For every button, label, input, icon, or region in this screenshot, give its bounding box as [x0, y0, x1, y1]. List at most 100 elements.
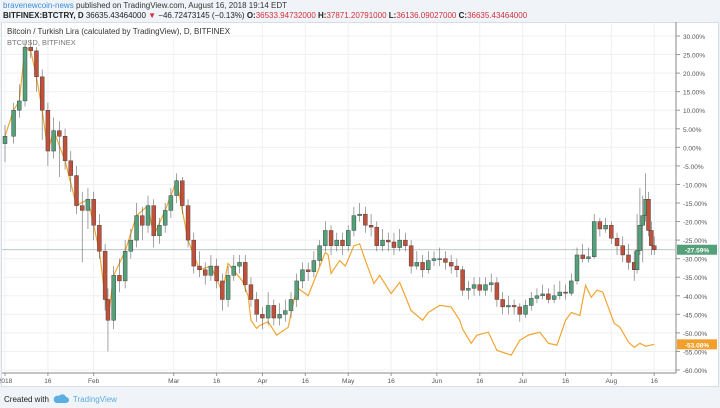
candle-up: [277, 314, 282, 319]
candle-down: [180, 180, 185, 206]
chart-panel[interactable]: [1, 22, 719, 387]
compare-series-legend: BTCUSD, BITFINEX: [7, 38, 76, 47]
candle-up: [265, 305, 271, 319]
y-tick-label: -40.00%: [683, 294, 707, 301]
candle-down: [80, 205, 85, 211]
candle-down: [91, 199, 96, 226]
main-series-legend: Bitcoin / Turkish Lira (calculated by Tr…: [7, 27, 231, 36]
candle-up: [85, 199, 91, 211]
author-link[interactable]: bravenewcoin-news: [3, 1, 74, 10]
candle-down: [614, 238, 620, 246]
candle-down: [517, 306, 522, 315]
btcusd-line: [4, 46, 655, 356]
candle-up: [534, 295, 540, 299]
candle-down: [243, 262, 248, 285]
candle-down: [420, 262, 425, 270]
x-tick-label: 16: [302, 378, 310, 385]
y-tick-label: -60.00%: [683, 368, 707, 375]
candle-down: [403, 239, 408, 246]
candle-up: [145, 205, 151, 226]
candle-up: [586, 256, 591, 259]
candle-up: [111, 275, 116, 321]
candle-down: [448, 262, 454, 267]
low-value: 36136.09027000: [396, 11, 457, 20]
x-tick-label: Jun: [432, 378, 443, 385]
down-arrow-icon: ▼: [148, 11, 157, 20]
y-tick-label: -10.00%: [683, 182, 707, 189]
x-tick-label: Aug: [606, 378, 618, 385]
candle-up: [414, 262, 420, 267]
candle-up: [640, 215, 645, 226]
candle-up: [506, 305, 511, 308]
candle-up: [283, 310, 288, 315]
candle-up: [288, 299, 294, 311]
x-tick-label: May: [342, 378, 355, 385]
candle-down: [477, 284, 482, 291]
y-tick-label: -20.00%: [683, 220, 707, 227]
candle-up: [174, 180, 179, 196]
created-with-text: Created with: [4, 394, 49, 404]
candle-up: [637, 225, 643, 251]
last-price-tag: -27.59%: [685, 248, 709, 255]
candle-down: [254, 299, 259, 315]
candle-down: [62, 135, 68, 161]
candle-down: [328, 230, 334, 246]
candle-up: [483, 284, 488, 291]
high-value: 37871.20791000: [326, 11, 387, 20]
candle-up: [426, 260, 431, 270]
candle-down: [214, 265, 219, 282]
y-tick-label: 25.00%: [683, 53, 705, 60]
y-tick-label: 15.00%: [683, 90, 705, 97]
x-tick-label: Feb: [88, 378, 100, 385]
candle-up: [2, 135, 8, 144]
candle-down: [563, 291, 568, 294]
candle-up: [317, 245, 322, 261]
y-tick-label: -45.00%: [683, 312, 707, 319]
candle-down: [646, 199, 651, 231]
candle-up: [128, 239, 134, 252]
publish-text: published on TradingView.com, August 16,…: [75, 1, 288, 10]
symbol-info: BITFINEX:BTCTRY, D 36635.43464000 ▼ −46.…: [3, 11, 527, 20]
candle-up: [162, 210, 168, 226]
candle-down: [34, 50, 39, 78]
last-price: 36635.43464000: [85, 11, 146, 20]
candle-down: [97, 225, 102, 252]
candle-up: [523, 305, 528, 315]
candle-down: [140, 215, 145, 226]
tradingview-link[interactable]: TradingView: [72, 394, 117, 404]
close-value: 36635.43464000: [467, 11, 528, 20]
candle-up: [231, 265, 237, 276]
candle-down: [546, 293, 551, 300]
candle-down: [271, 305, 277, 319]
candle-up: [591, 221, 597, 258]
candle-up: [208, 265, 214, 276]
candle-down: [500, 299, 505, 308]
candle-down: [408, 245, 414, 267]
candle-down: [191, 239, 196, 267]
y-tick-label: 0.00%: [683, 145, 702, 152]
x-tick-label: 16: [387, 378, 395, 385]
candle-down: [652, 245, 657, 250]
candle-up: [380, 239, 385, 246]
candle-down: [620, 245, 625, 256]
last-price-tag-bg: [677, 244, 717, 255]
symbol-name: BITFINEX:BTCTRY, D: [3, 11, 84, 20]
candle-up: [311, 260, 317, 272]
candle-up: [540, 293, 545, 296]
candle-up: [346, 230, 351, 246]
candle-down: [220, 280, 225, 300]
candle-up: [551, 295, 557, 300]
open-value: 36533.94732000: [255, 11, 316, 20]
candle-down: [374, 226, 379, 246]
candle-up: [122, 251, 128, 282]
candle-up: [529, 298, 534, 306]
candle-down: [102, 251, 108, 300]
candle-down: [260, 314, 265, 319]
candle-down: [597, 221, 603, 230]
candle-down: [248, 284, 254, 300]
candle-up: [489, 282, 494, 285]
candle-up: [357, 213, 362, 216]
x-tick-label: Apr: [257, 378, 268, 385]
close-label: C:: [458, 11, 468, 20]
